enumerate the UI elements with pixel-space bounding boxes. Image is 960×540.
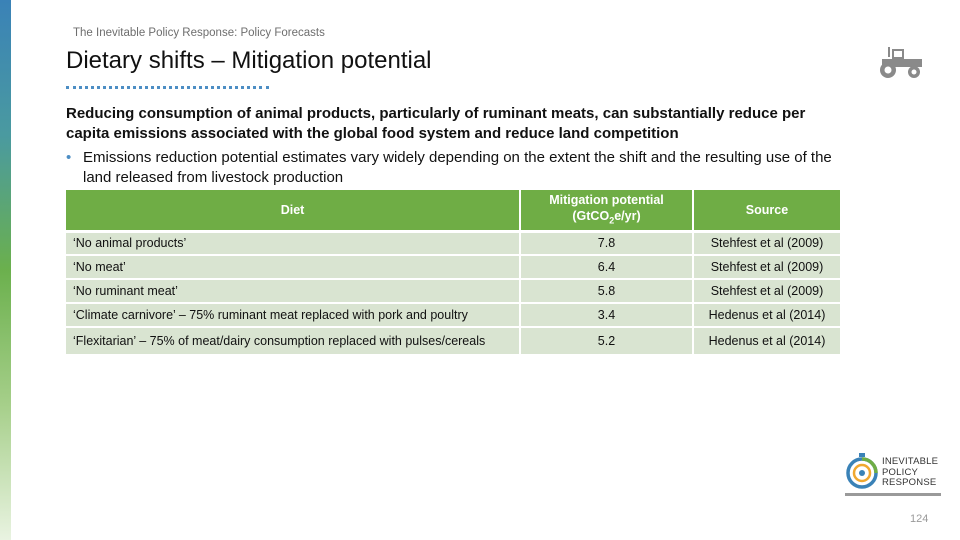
header-mitigation-line1: Mitigation potential — [549, 192, 664, 207]
table-row: ‘No ruminant meat’ 5.8 Stehfest et al (2… — [66, 279, 840, 304]
bullet-dot-icon: • — [66, 149, 72, 166]
cell-source: Stehfest et al (2009) — [693, 231, 840, 256]
cell-diet: ‘No ruminant meat’ — [66, 279, 521, 304]
header-mitigation-unit-post: e/yr) — [614, 208, 641, 223]
table-header-row: Diet Mitigation potential (GtCO2e/yr) So… — [66, 190, 840, 233]
cell-diet: ‘No animal products’ — [66, 231, 521, 256]
bullet-text: Emissions reduction potential estimates … — [83, 149, 832, 186]
mitigation-table: Diet Mitigation potential (GtCO2e/yr) So… — [66, 190, 840, 356]
cell-diet: ‘Climate carnivore’ – 75% ruminant meat … — [66, 303, 521, 328]
stopwatch-logo-icon — [846, 453, 878, 489]
cell-mitigation: 7.8 — [520, 231, 694, 256]
bullet-point: • Emissions reduction potential estimate… — [66, 148, 846, 187]
headline: Reducing consumption of animal products,… — [66, 105, 806, 142]
cell-diet: ‘No meat’ — [66, 255, 521, 280]
logo-wordmark: INEVITABLE POLICY RESPONSE — [882, 456, 939, 489]
cell-mitigation: 3.4 — [520, 303, 694, 328]
tractor-icon — [880, 47, 922, 78]
page-title: Dietary shifts – Mitigation potential — [66, 47, 432, 74]
logo-underline — [845, 493, 941, 496]
table-row: ‘No meat’ 6.4 Stehfest et al (2009) — [66, 255, 840, 280]
cell-source: Stehfest et al (2009) — [693, 255, 840, 280]
title-underline — [66, 86, 269, 89]
side-gradient-bar — [0, 0, 11, 540]
table-row: ‘Flexitarian’ – 75% of meat/dairy consum… — [66, 327, 840, 356]
page-number: 124 — [910, 513, 929, 525]
logo-line-2: POLICY — [882, 466, 919, 478]
logo-line-1: INEVITABLE — [882, 456, 939, 467]
ipr-logo: INEVITABLE POLICY RESPONSE — [845, 453, 941, 497]
cell-source: Hedenus et al (2014) — [693, 303, 840, 328]
logo-line-3: RESPONSE — [882, 477, 937, 488]
table-row: ‘No animal products’ 7.8 Stehfest et al … — [66, 231, 840, 256]
breadcrumb: The Inevitable Policy Response: Policy F… — [73, 27, 325, 39]
cell-source: Hedenus et al (2014) — [693, 327, 840, 356]
header-mitigation: Mitigation potential (GtCO2e/yr) — [520, 190, 694, 233]
header-mitigation-unit-sub: 2 — [609, 215, 615, 225]
header-source: Source — [693, 190, 840, 233]
cell-mitigation: 5.2 — [520, 327, 694, 356]
header-mitigation-unit-pre: (GtCO — [572, 208, 610, 223]
cell-mitigation: 6.4 — [520, 255, 694, 280]
cell-mitigation: 5.8 — [520, 279, 694, 304]
cell-diet: ‘Flexitarian’ – 75% of meat/dairy consum… — [66, 327, 521, 356]
header-diet: Diet — [66, 190, 521, 233]
table-row: ‘Climate carnivore’ – 75% ruminant meat … — [66, 303, 840, 328]
cell-source: Stehfest et al (2009) — [693, 279, 840, 304]
